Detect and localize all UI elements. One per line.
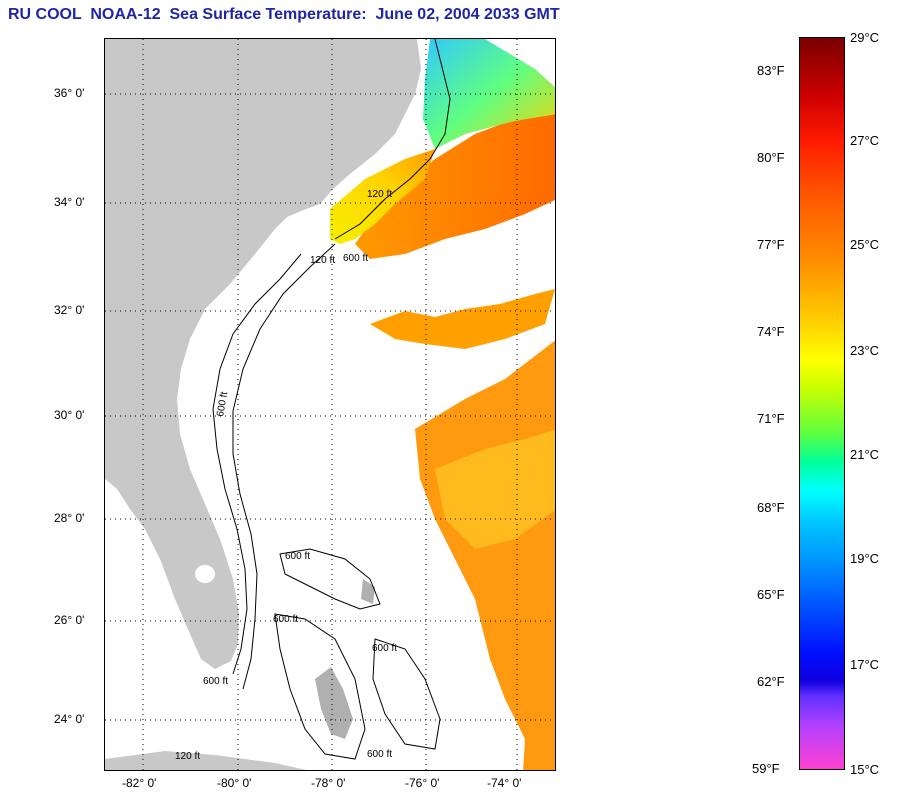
contour-label: 600 ft	[343, 253, 368, 264]
contour-600ft	[232, 243, 336, 690]
colorbar-c-29: 29°C	[850, 30, 880, 45]
colorbar-f-80: 80°F	[757, 150, 785, 165]
colorbar-f-68: 68°F	[757, 500, 785, 515]
contour-label: 600 ft	[372, 643, 397, 654]
lon-label-82: -82° 0'	[122, 776, 157, 790]
sst-gulf-stream-north	[355, 109, 555, 259]
lon-label-76: -76° 0'	[405, 776, 440, 790]
lon-label-74: -74° 0'	[487, 776, 522, 790]
map-title: RU COOL NOAA-12 Sea Surface Temperature:…	[8, 6, 560, 23]
colorbar-f-65: 65°F	[757, 587, 785, 602]
lat-label-32: 32° 0'	[54, 303, 85, 317]
lat-label-26: 26° 0'	[54, 613, 85, 627]
colorbar-f-71: 71°F	[757, 411, 785, 426]
sst-carolina-shelf	[330, 149, 435, 244]
sst-map-canvas: 120 ft 600 ft 120 ft 600 ft 600 ft 600 f…	[105, 39, 555, 770]
temperature-colorbar	[799, 37, 845, 770]
contour-carolina	[334, 39, 451, 240]
lat-label-34: 34° 0'	[54, 195, 85, 209]
contour-label: 120 ft	[175, 751, 200, 762]
colorbar-f-77: 77°F	[757, 237, 785, 252]
contour-label: 120 ft	[310, 255, 335, 266]
lon-label-78: -78° 0'	[311, 776, 346, 790]
lat-label-36: 36° 0'	[54, 86, 85, 100]
sst-southeast-block	[415, 340, 555, 770]
sst-northern-shelf	[423, 39, 555, 149]
land-us-coast	[105, 39, 421, 669]
colorbar-f-74: 74°F	[757, 324, 785, 339]
colorbar-c-27: 27°C	[850, 133, 880, 148]
contour-label: 600 ft	[273, 614, 298, 625]
contour-120ft	[212, 253, 302, 675]
contour-label: 600 ft	[367, 749, 392, 760]
colorbar-f-62: 62°F	[757, 674, 785, 689]
land-bahamas-andros	[315, 667, 353, 739]
contour-label: 600 ft	[203, 676, 228, 687]
colorbar-c-17: 17°C	[850, 657, 880, 672]
lat-label-30: 30° 0'	[54, 408, 85, 422]
lat-label-24: 24° 0'	[54, 712, 85, 726]
sst-map: 120 ft 600 ft 120 ft 600 ft 600 ft 600 f…	[104, 38, 556, 771]
graticule	[105, 39, 555, 770]
contour-label: 120 ft	[367, 189, 392, 200]
contour-bahamas	[274, 548, 441, 760]
colorbar-c-19: 19°C	[850, 551, 880, 566]
contour-label: 600 ft	[285, 551, 310, 562]
colorbar-f-59: 59°F	[752, 761, 780, 776]
colorbar-c-15: 15°C	[850, 762, 880, 777]
lat-label-28: 28° 0'	[54, 511, 85, 525]
colorbar-c-23: 23°C	[850, 343, 880, 358]
colorbar-c-21: 21°C	[850, 447, 880, 462]
colorbar-f-83: 83°F	[757, 63, 785, 78]
lon-label-80: -80° 0'	[217, 776, 252, 790]
lake-okeechobee	[195, 565, 215, 583]
sst-patch-mid	[370, 289, 555, 349]
land-cuba	[105, 751, 307, 770]
land-bahamas-abaco	[361, 579, 375, 604]
contour-label: 600 ft	[215, 391, 230, 418]
colorbar-c-25: 25°C	[850, 237, 880, 252]
